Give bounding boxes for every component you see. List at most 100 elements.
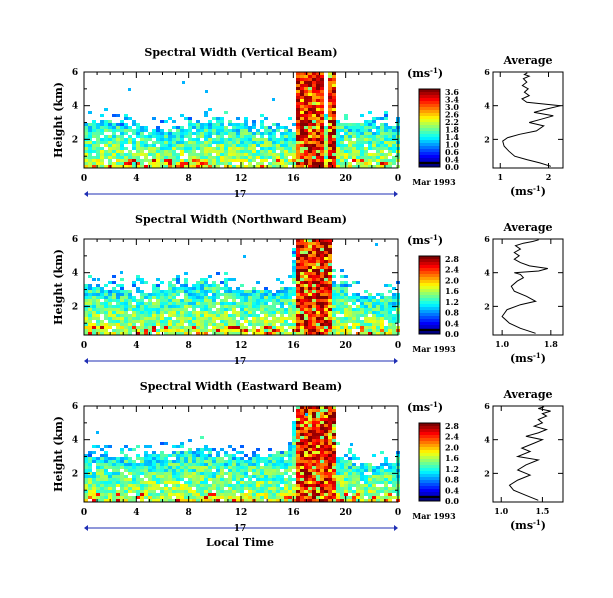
heatmap-cell: [104, 496, 108, 499]
heatmap-cell: [312, 269, 316, 272]
colorbar-swatch: [419, 331, 440, 335]
heatmap-cell: [172, 484, 176, 487]
heatmap-cell: [140, 496, 144, 499]
heatmap-cell: [172, 499, 176, 502]
y-tick-label: 2: [72, 135, 78, 145]
heatmap-cell: [304, 329, 308, 332]
heatmap-cell: [236, 144, 240, 147]
heatmap-cell: [136, 445, 140, 448]
heatmap-cell: [208, 329, 212, 332]
heatmap-cell: [328, 484, 332, 487]
heatmap-cell: [124, 490, 128, 493]
heatmap-cell: [180, 460, 184, 463]
y-tick-label: 6: [72, 402, 78, 412]
heatmap-cell: [228, 469, 232, 472]
heatmap-cell: [328, 332, 332, 335]
heatmap-cell: [120, 123, 124, 126]
heatmap-cell: [88, 135, 92, 138]
heatmap-cell: [308, 305, 312, 308]
heatmap-cell: [184, 281, 188, 284]
heatmap-cell: [264, 290, 268, 293]
heatmap-cell: [360, 138, 364, 141]
heatmap-cell: [268, 308, 272, 311]
heatmap-cell: [324, 263, 328, 266]
heatmap-cell: [272, 326, 276, 329]
heatmap-cell: [328, 275, 332, 278]
heatmap-cell: [160, 496, 164, 499]
heatmap-cell: [284, 487, 288, 490]
heatmap-cell: [100, 290, 104, 293]
heatmap-cell: [104, 475, 108, 478]
colorbar-swatch: [419, 447, 440, 451]
heatmap-cell: [384, 165, 388, 168]
heatmap-cell: [116, 478, 120, 481]
heatmap-cell: [268, 156, 272, 159]
heatmap-cell: [104, 141, 108, 144]
heatmap-cell: [364, 153, 368, 156]
heatmap-cell: [308, 108, 312, 111]
heatmap-cell: [180, 487, 184, 490]
heatmap-cell: [300, 287, 304, 290]
heatmap-cell: [296, 475, 300, 478]
heatmap-cell: [296, 156, 300, 159]
heatmap-cell: [308, 433, 312, 436]
heatmap-cell: [108, 463, 112, 466]
heatmap-cell: [192, 305, 196, 308]
heatmap-cell: [316, 123, 320, 126]
heatmap-cell: [148, 326, 152, 329]
heatmap-cell: [124, 162, 128, 165]
heatmap-cell: [320, 445, 324, 448]
heatmap-cell: [172, 299, 176, 302]
heatmap-cell: [332, 299, 336, 302]
colorbar-swatch: [419, 298, 440, 302]
heatmap-cell: [280, 144, 284, 147]
heatmap-cell: [224, 132, 228, 135]
heatmap-cell: [152, 499, 156, 502]
heatmap-cell: [316, 126, 320, 129]
heatmap-cell: [156, 278, 160, 281]
heatmap-cell: [344, 296, 348, 299]
heatmap-cell: [152, 308, 156, 311]
heatmap-cell: [88, 317, 92, 320]
heatmap-cell: [176, 141, 180, 144]
heatmap-cell: [176, 129, 180, 132]
heatmap-cell: [256, 499, 260, 502]
heatmap-cell: [248, 481, 252, 484]
heatmap-cell: [132, 144, 136, 147]
heatmap-cell: [332, 430, 336, 433]
heatmap-cell: [348, 469, 352, 472]
heatmap-cell: [228, 493, 232, 496]
heatmap-cell: [184, 302, 188, 305]
heatmap-cell: [308, 412, 312, 415]
heatmap-cell: [176, 290, 180, 293]
heatmap-cell: [108, 126, 112, 129]
heatmap-cell: [176, 162, 180, 165]
heatmap-cell: [212, 296, 216, 299]
heatmap-cell: [172, 153, 176, 156]
colorbar-swatch: [419, 131, 440, 135]
heatmap-cell: [180, 138, 184, 141]
heatmap-cell: [256, 290, 260, 293]
heatmap-cell: [276, 293, 280, 296]
heatmap-cell: [236, 478, 240, 481]
heatmap-cell: [300, 263, 304, 266]
heatmap-cell: [120, 284, 124, 287]
profile-line: [502, 72, 561, 167]
heatmap-cell: [320, 436, 324, 439]
heatmap-cell: [336, 311, 340, 314]
heatmap-cell: [376, 487, 380, 490]
heatmap-cell: [112, 299, 116, 302]
colorbar-tick-label: 0.4: [445, 155, 459, 165]
heatmap-cell: [360, 311, 364, 314]
heatmap-cell: [180, 165, 184, 168]
heatmap-cell: [316, 311, 320, 314]
heatmap-cell: [204, 448, 208, 451]
heatmap-cell: [152, 296, 156, 299]
heatmap-cell: [184, 299, 188, 302]
heatmap-cell: [168, 314, 172, 317]
heatmap-cell: [384, 499, 388, 502]
heatmap-cell: [184, 466, 188, 469]
heatmap-cell: [200, 487, 204, 490]
heatmap-cell: [168, 284, 172, 287]
heatmap-cell: [224, 147, 228, 150]
